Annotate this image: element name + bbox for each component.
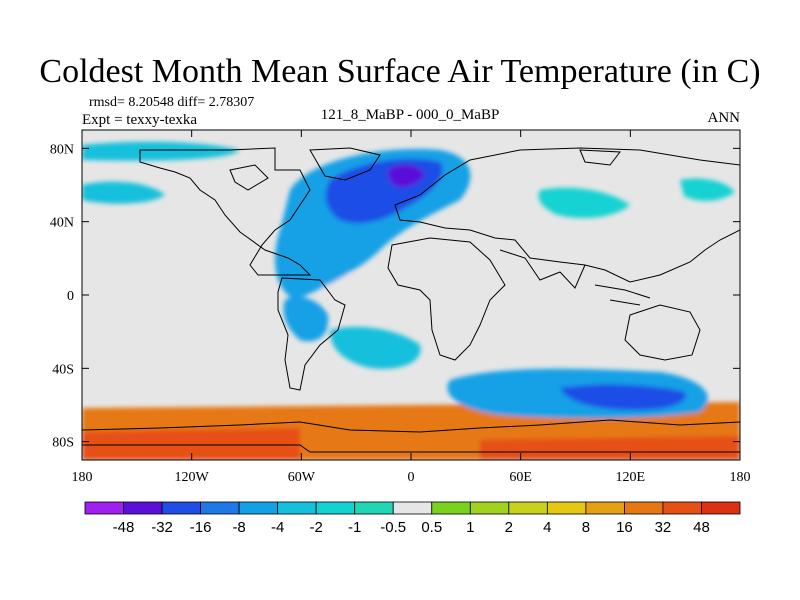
- x-tick-label: 120E: [616, 470, 646, 485]
- x-tick-label: 60W: [288, 470, 316, 485]
- colorbar-label: 32: [655, 519, 672, 536]
- coastline-antarctica-lower: [82, 444, 740, 453]
- field-asia-cold-patches-2: [680, 178, 735, 201]
- colorbar-box: [508, 501, 548, 515]
- field-east-antarctic-core: [560, 384, 686, 410]
- colorbar-box: [200, 501, 240, 515]
- field-north-atlantic-deep: [387, 164, 425, 188]
- x-tick-label: 180: [730, 470, 751, 485]
- colorbar-box: [123, 501, 163, 515]
- coastline-antarctica: [82, 419, 740, 433]
- colorbar-label: -2: [310, 519, 323, 536]
- field-antarctic-interior-east: [480, 436, 740, 460]
- y-tick-label: 40N: [50, 216, 74, 231]
- colorbar-label: 48: [693, 519, 710, 536]
- colorbar-label: -48: [113, 519, 135, 536]
- plot-title: Coldest Month Mean Surface Air Temperatu…: [39, 53, 761, 90]
- colorbar-label: 16: [616, 519, 633, 536]
- coastline-africa: [387, 237, 506, 361]
- colorbar-box: [585, 501, 625, 515]
- colorbar-box: [161, 501, 201, 515]
- colorbar-box: [431, 501, 471, 515]
- axis-ticks: [81, 130, 741, 460]
- coastline-arctic-islands: [229, 149, 621, 191]
- field-equatorial-pacific: [82, 274, 270, 311]
- colorbar-box: [238, 501, 279, 515]
- colorbar-label: -32: [151, 519, 173, 536]
- x-tick-label: 0: [408, 470, 415, 485]
- colorbar-label: 8: [582, 519, 590, 536]
- coastline-eurasia: [394, 147, 740, 283]
- colorbar-label: -0.5: [380, 519, 406, 536]
- axis-tick-labels: 180 120W 60W 0 60E 120E 180 80N 40N 0 40S 80S: [50, 142, 751, 485]
- field-south-america-cold: [283, 296, 329, 342]
- colorbar-box: [701, 501, 741, 515]
- colorbar: -48 -32 -16 -8 -4 -2 -1 -0.5 0.5 1 2 4 8 16 32 48: [84, 501, 741, 536]
- x-tick-label: 120W: [175, 470, 210, 485]
- y-tick-label: 80S: [52, 436, 74, 451]
- field-south-atlantic-cold: [330, 326, 421, 369]
- field-arctic-band-cold: [82, 141, 240, 161]
- field-antarctic-interior: [82, 428, 300, 460]
- colorbar-label: 2: [505, 519, 513, 536]
- coastline-australia: [624, 304, 701, 361]
- coastline-north-america: [139, 147, 312, 276]
- colorbar-box: [469, 501, 510, 515]
- colorbar-box: [624, 501, 664, 515]
- x-tick-label: 180: [72, 470, 93, 485]
- experiment-label: Expt = texxy-texka: [82, 112, 198, 128]
- colorbar-box: [277, 501, 317, 515]
- rmsd-diff-stats: rmsd= 8.20548 diff= 2.78307: [89, 95, 255, 110]
- colorbar-label: 4: [543, 519, 551, 536]
- season-label: ANN: [707, 110, 741, 126]
- y-tick-label: 40S: [52, 362, 74, 377]
- coastline-south-america: [277, 277, 346, 391]
- coastline-greenland: [309, 147, 381, 181]
- coastline-arabia-india: [499, 249, 586, 289]
- colorbar-box: [546, 501, 587, 515]
- colorbar-label: -4: [271, 519, 284, 536]
- colorbar-label: -8: [232, 519, 245, 536]
- field-equatorial-indian: [500, 290, 620, 330]
- y-tick-label: 0: [67, 289, 74, 304]
- colorbar-label: -16: [190, 519, 212, 536]
- colorbar-box: [354, 501, 394, 515]
- coastlines: [82, 147, 740, 453]
- colorbar-label: 1: [466, 519, 474, 536]
- colorbar-box: [662, 501, 702, 515]
- colorbar-label: 0.5: [421, 519, 442, 536]
- case-label: 121_8_MaBP - 000_0_MaBP: [320, 107, 500, 123]
- field-north-pacific-cold: [82, 181, 165, 204]
- x-tick-label: 60E: [509, 470, 532, 485]
- y-tick-label: 80N: [50, 142, 74, 157]
- colorbar-box: [392, 501, 433, 515]
- colorbar-box: [315, 501, 356, 515]
- coastline-indonesia: [594, 284, 651, 306]
- colorbar-box: [84, 501, 124, 515]
- colorbar-label: -1: [348, 519, 361, 536]
- field-asia-cold-patches: [538, 187, 630, 219]
